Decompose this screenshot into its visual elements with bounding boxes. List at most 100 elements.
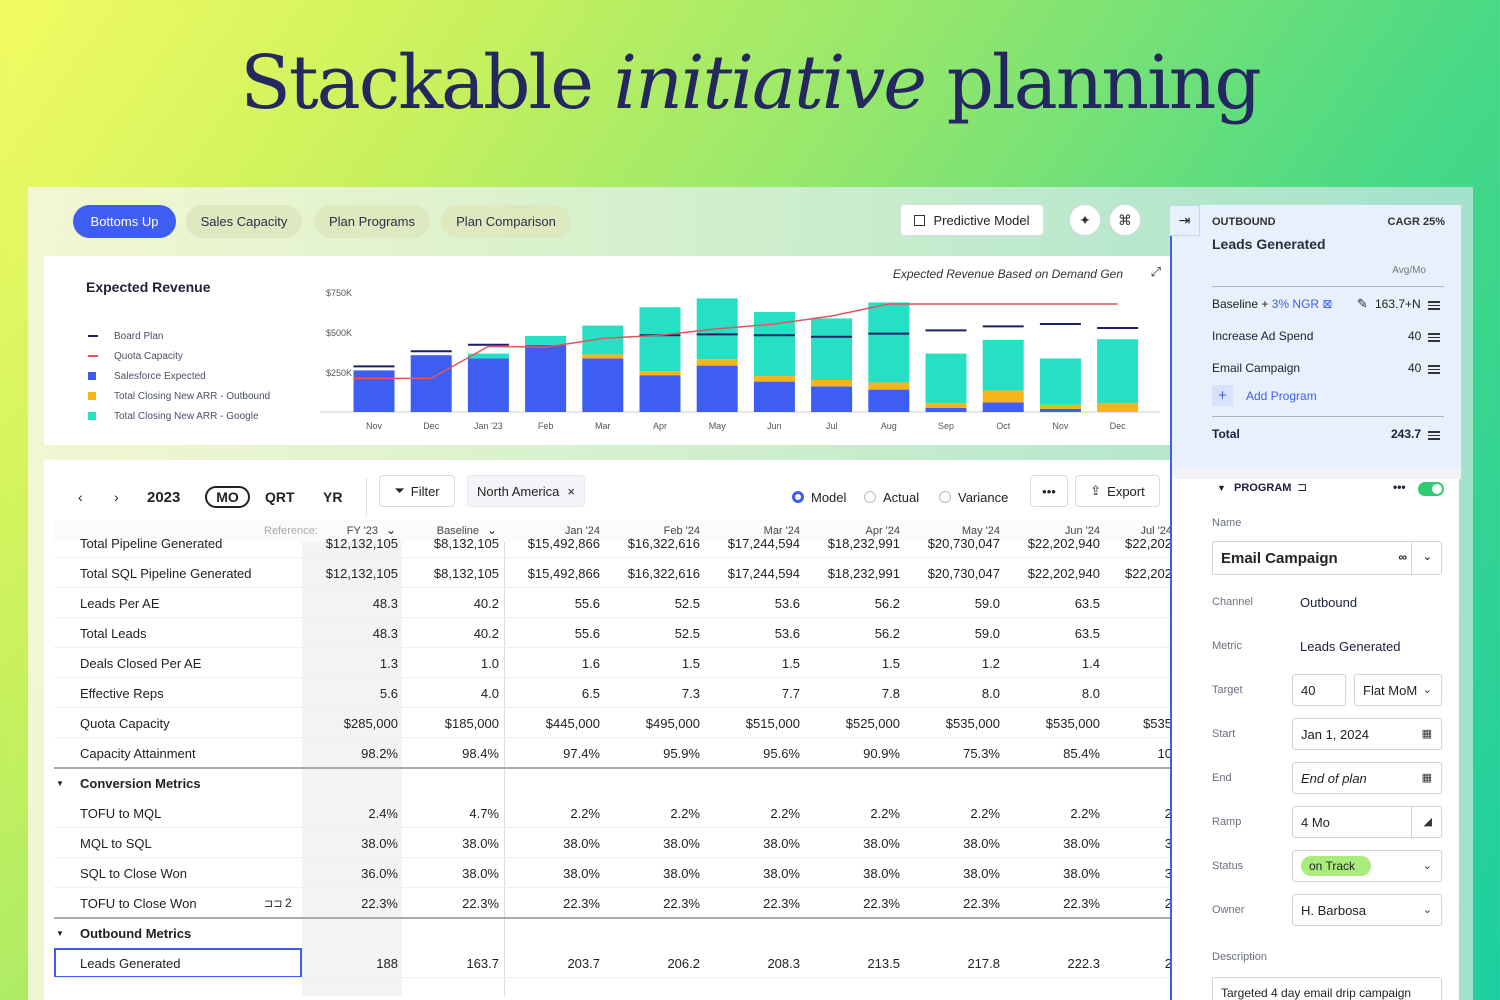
- radio-icon[interactable]: [792, 491, 804, 503]
- table-cell[interactable]: $17,244,594: [727, 565, 800, 581]
- table-cell[interactable]: 85.4%: [1063, 745, 1100, 761]
- table-cell[interactable]: $12,132,105: [325, 565, 398, 581]
- table-cell[interactable]: 22.3%: [1063, 895, 1100, 911]
- table-cell[interactable]: [1072, 588, 1170, 618]
- view-option-actual[interactable]: Actual: [864, 481, 919, 513]
- column-header[interactable]: Mar '24: [763, 525, 800, 537]
- table-cell[interactable]: 1.0: [480, 655, 499, 671]
- table-cell[interactable]: $20,730,047: [927, 535, 1000, 551]
- table-cell[interactable]: 38.0%: [462, 835, 499, 851]
- table-cell[interactable]: 38.0%: [863, 835, 900, 851]
- table-cell[interactable]: 38.0%: [963, 835, 1000, 851]
- table-cell[interactable]: $15,492,866: [527, 565, 600, 581]
- view-option-model[interactable]: Model: [792, 481, 846, 513]
- column-header[interactable]: Apr '24: [865, 525, 900, 537]
- table-cell[interactable]: 222.3: [1067, 955, 1100, 971]
- table-cell[interactable]: $20,730,047: [927, 565, 1000, 581]
- ramp-curve-icon[interactable]: ◢: [1423, 816, 1432, 828]
- table-cell[interactable]: 38.0%: [763, 865, 800, 881]
- row-label[interactable]: Total Leads: [80, 625, 147, 641]
- more-icon[interactable]: •••: [1030, 475, 1068, 507]
- table-cell[interactable]: 22.3%: [763, 895, 800, 911]
- view-option-variance[interactable]: Variance: [939, 481, 1008, 513]
- calendar-icon[interactable]: ▦: [1421, 728, 1432, 740]
- network-icon[interactable]: ⌘: [1109, 204, 1141, 236]
- table-cell[interactable]: $16,322,616: [627, 565, 700, 581]
- table-cell[interactable]: 38.0%: [663, 865, 700, 881]
- table-cell[interactable]: 22.3%: [361, 895, 398, 911]
- column-header[interactable]: FY '23: [346, 525, 378, 537]
- column-header[interactable]: Feb '24: [663, 525, 700, 537]
- tab-sales-capacity[interactable]: Sales Capacity: [186, 205, 302, 238]
- row-label[interactable]: Leads Per AE: [80, 595, 160, 611]
- menu-icon[interactable]: [1428, 299, 1440, 312]
- column-header[interactable]: Jan '24: [564, 525, 600, 537]
- group-header[interactable]: Conversion Metrics: [80, 775, 201, 791]
- table-cell[interactable]: 2.2%: [570, 805, 600, 821]
- table-cell[interactable]: 53.6: [774, 625, 800, 641]
- table-cell[interactable]: 1.2: [981, 655, 1000, 671]
- row-label[interactable]: Capacity Attainment: [80, 745, 196, 761]
- table-cell[interactable]: 98.4%: [462, 745, 499, 761]
- chevron-down-icon[interactable]: ▼: [56, 928, 64, 938]
- table-cell[interactable]: 7.3: [681, 685, 700, 701]
- link-icon[interactable]: ∞: [1398, 550, 1407, 564]
- expand-icon[interactable]: ⤢: [1150, 264, 1161, 279]
- table-cell[interactable]: 38.0%: [563, 835, 600, 851]
- table-cell[interactable]: 38.0%: [1063, 865, 1100, 881]
- table-cell[interactable]: $285,000: [343, 715, 398, 731]
- description-field[interactable]: Targeted 4 day email drip campaign: [1212, 977, 1442, 1000]
- table-cell[interactable]: 163.7: [466, 955, 499, 971]
- table-cell[interactable]: $445,000: [545, 715, 600, 731]
- table-cell[interactable]: 3: [1164, 865, 1170, 881]
- collapse-panel-icon[interactable]: ⇥: [1169, 205, 1200, 236]
- chevron-down-icon[interactable]: ▼: [56, 778, 64, 788]
- table-cell[interactable]: 52.5: [674, 625, 700, 641]
- table-cell[interactable]: 95.9%: [663, 745, 700, 761]
- table-cell[interactable]: $18,232,991: [827, 535, 900, 551]
- table-cell[interactable]: 48.3: [372, 595, 398, 611]
- table-cell[interactable]: $525,000: [845, 715, 900, 731]
- target-mode-select[interactable]: Flat MoM ⌄: [1354, 674, 1442, 706]
- table-cell[interactable]: 75.3%: [963, 745, 1000, 761]
- column-header[interactable]: Jul '24: [1140, 525, 1170, 537]
- status-select[interactable]: on Track ⌄: [1292, 850, 1442, 882]
- table-cell[interactable]: 38.0%: [1063, 835, 1100, 851]
- table-cell[interactable]: $535,000: [945, 715, 1000, 731]
- program-name-field[interactable]: Email Campaign ∞ ⌄: [1212, 541, 1442, 575]
- table-cell[interactable]: 4.0: [480, 685, 499, 701]
- table-cell[interactable]: 3: [1164, 835, 1170, 851]
- table-cell[interactable]: 2: [1164, 895, 1170, 911]
- ramp-field[interactable]: 4 Mo ◢: [1292, 806, 1442, 838]
- table-cell[interactable]: 6.5: [581, 685, 600, 701]
- table-cell[interactable]: 1.4: [1081, 655, 1100, 671]
- table-cell[interactable]: $8,132,105: [433, 565, 499, 581]
- table-cell[interactable]: $8,132,105: [433, 535, 499, 551]
- table-cell[interactable]: 98.2%: [361, 745, 398, 761]
- table-cell[interactable]: 38.0%: [563, 865, 600, 881]
- chevron-down-icon[interactable]: ⌄: [487, 523, 498, 537]
- chevron-down-icon[interactable]: ⌄: [386, 523, 397, 537]
- next-arrow-icon[interactable]: ›: [114, 489, 119, 505]
- table-cell[interactable]: 7.8: [881, 685, 900, 701]
- table-cell[interactable]: 1.6: [581, 655, 600, 671]
- pencil-icon[interactable]: ✎: [1357, 296, 1368, 311]
- row-label[interactable]: Quota Capacity: [80, 715, 170, 731]
- table-cell[interactable]: 38.0%: [663, 835, 700, 851]
- add-program-button[interactable]: + Add Program: [1212, 385, 1317, 406]
- table-cell[interactable]: 1.5: [681, 655, 700, 671]
- table-cell[interactable]: $22,202: [1125, 535, 1170, 551]
- table-cell[interactable]: 22.3%: [963, 895, 1000, 911]
- table-cell[interactable]: 2.2%: [870, 805, 900, 821]
- table-cell[interactable]: $18,232,991: [827, 565, 900, 581]
- table-cell[interactable]: 40.2: [473, 625, 499, 641]
- table-cell[interactable]: 22.3%: [563, 895, 600, 911]
- table-cell[interactable]: $535: [1143, 715, 1170, 731]
- table-cell[interactable]: 1.3: [379, 655, 398, 671]
- table-cell[interactable]: 2: [1164, 805, 1170, 821]
- sparkle-icon[interactable]: ✦: [1069, 204, 1101, 236]
- table-cell[interactable]: [1072, 648, 1170, 678]
- table-cell[interactable]: 63.5: [1074, 625, 1100, 641]
- chevron-down-icon[interactable]: ⌄: [1422, 551, 1432, 563]
- table-cell[interactable]: [1072, 618, 1170, 648]
